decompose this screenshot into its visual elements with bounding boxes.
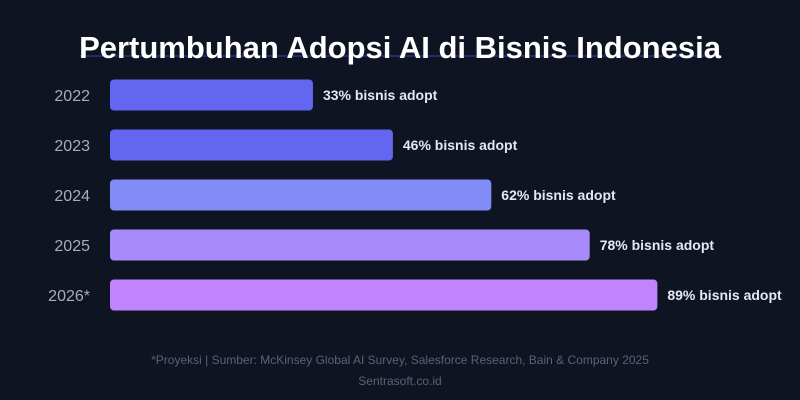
category-label: 2025: [54, 238, 90, 255]
chart-title: Pertumbuhan Adopsi AI di Bisnis Indonesi…: [79, 30, 722, 65]
data-label: 33% bisnis adopt: [323, 87, 438, 103]
brand-footer: Sentrasoft.co.id: [358, 374, 441, 388]
bar-2024: [110, 179, 492, 211]
bars-layer: 2022 33% bisnis adopt 2023 46% bisnis adopt…: [48, 79, 782, 311]
category-label: 2023: [54, 138, 90, 155]
data-label: 46% bisnis adopt: [403, 137, 518, 153]
source-note: *Proyeksi | Sumber: McKinsey Global AI S…: [151, 353, 649, 367]
bar-2026-projected: [110, 279, 658, 311]
data-label: 78% bisnis adopt: [600, 237, 715, 253]
category-label: 2022: [54, 88, 90, 105]
bar-2023: [110, 129, 393, 161]
category-label: 2024: [54, 188, 90, 205]
category-label: 2026*: [48, 288, 90, 305]
bar-2025: [110, 229, 590, 261]
bar-2022: [110, 79, 313, 111]
data-label: 62% bisnis adopt: [501, 187, 616, 203]
data-label: 89% bisnis adopt: [667, 287, 782, 303]
